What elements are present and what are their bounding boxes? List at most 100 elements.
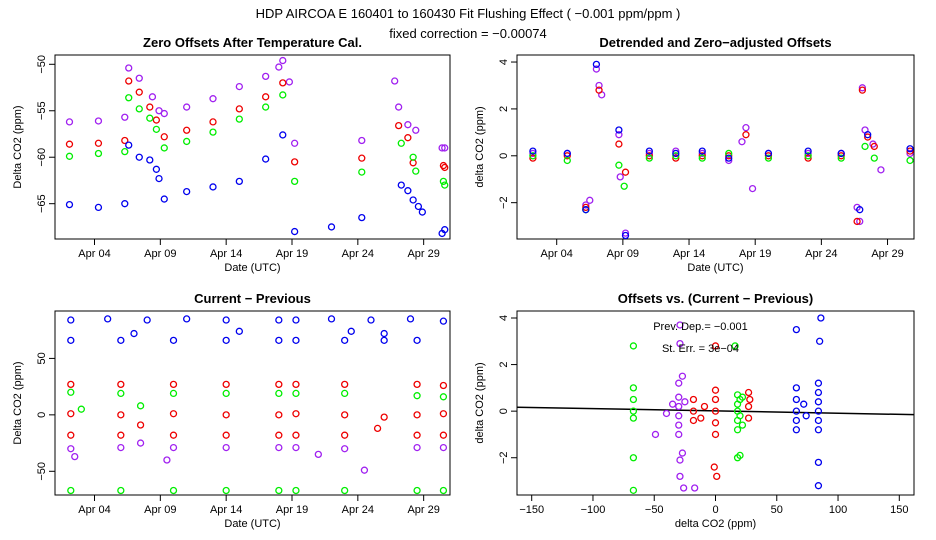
data-point (341, 411, 349, 419)
data-point (222, 486, 230, 495)
data-point (262, 72, 270, 81)
data-point (292, 389, 300, 398)
data-point (629, 454, 638, 462)
x-axis-label: delta CO2 (ppm) (675, 518, 756, 530)
data-point (736, 451, 744, 460)
y-tick-label: −2 (498, 196, 510, 209)
data-point (582, 206, 590, 214)
panel-title: Detrended and Zero−adjusted Offsets (599, 35, 831, 50)
x-tick-label: Apr 29 (407, 504, 439, 516)
data-point (117, 443, 125, 452)
data-point (710, 463, 718, 471)
data-point (691, 484, 699, 492)
data-point (209, 128, 217, 136)
data-point (222, 316, 230, 324)
data-point (160, 195, 168, 203)
data-point (117, 431, 125, 439)
data-point (358, 136, 366, 145)
data-point (413, 336, 421, 344)
data-point (676, 339, 684, 348)
data-point (689, 416, 698, 425)
data-point (160, 144, 168, 152)
data-point (152, 116, 161, 124)
data-point (592, 65, 601, 73)
data-point (877, 166, 885, 174)
data-point (235, 327, 243, 335)
data-point (792, 384, 801, 392)
data-point (675, 393, 683, 401)
data-point (67, 445, 75, 453)
data-point (733, 426, 742, 434)
data-point (341, 445, 349, 453)
panel-title: Current − Previous (194, 291, 311, 306)
data-point (804, 154, 812, 162)
data-point (235, 177, 243, 186)
data-point (645, 149, 653, 158)
data-point (279, 131, 287, 139)
data-point (738, 393, 747, 401)
y-tick-label: 4 (498, 315, 510, 321)
data-point (861, 142, 869, 151)
data-point (262, 155, 270, 163)
data-point (629, 486, 638, 494)
data-point (65, 152, 74, 160)
data-point (629, 414, 638, 422)
data-point (169, 389, 178, 398)
data-point (121, 136, 129, 145)
data-point (125, 94, 133, 102)
data-point (222, 380, 230, 389)
data-point (292, 443, 300, 452)
data-point (629, 395, 638, 404)
data-point (698, 147, 706, 155)
data-point (67, 316, 75, 324)
data-point (681, 398, 689, 406)
data-point (290, 158, 299, 166)
data-point (67, 380, 75, 389)
data-point (814, 482, 823, 490)
series-blue (65, 131, 449, 238)
data-point (360, 466, 369, 474)
data-point (837, 152, 845, 160)
data-point (160, 133, 168, 141)
data-point (856, 217, 864, 226)
x-tick-label: Apr 29 (407, 248, 439, 260)
data-point (222, 389, 230, 398)
data-point (742, 124, 750, 132)
data-point (713, 472, 721, 481)
data-point (292, 431, 300, 439)
annotation-text: Prev. Dep.= −0.001 (653, 321, 748, 333)
data-point (856, 206, 864, 214)
data-point (645, 154, 653, 162)
data-point (290, 177, 299, 186)
data-point (748, 184, 757, 193)
x-tick-label: Apr 04 (78, 504, 110, 516)
series-purple (651, 321, 699, 492)
y-axis-label: delta CO2 (ppm) (474, 362, 486, 443)
data-layer (529, 60, 914, 239)
data-point (441, 226, 449, 234)
data-point (629, 407, 638, 415)
data-point (183, 315, 191, 323)
data-point (438, 144, 446, 152)
y-axis-label: delta CO2 (ppm) (474, 106, 486, 187)
data-point (292, 316, 300, 324)
data-point (764, 154, 773, 162)
data-point (163, 456, 171, 464)
data-layer (517, 314, 914, 494)
y-tick-label: −2 (498, 451, 510, 464)
data-layer (65, 56, 449, 238)
series-blue (792, 314, 825, 490)
data-point (275, 380, 283, 389)
data-point (529, 147, 537, 155)
y-tick-label: −60 (36, 148, 48, 167)
data-point (858, 86, 867, 94)
data-point (327, 223, 336, 231)
data-point (731, 342, 739, 350)
x-tick-label: Apr 24 (342, 248, 374, 260)
data-point (222, 336, 230, 344)
data-point (117, 486, 125, 495)
data-point (439, 393, 448, 401)
data-point (563, 152, 571, 160)
data-point (441, 181, 449, 189)
